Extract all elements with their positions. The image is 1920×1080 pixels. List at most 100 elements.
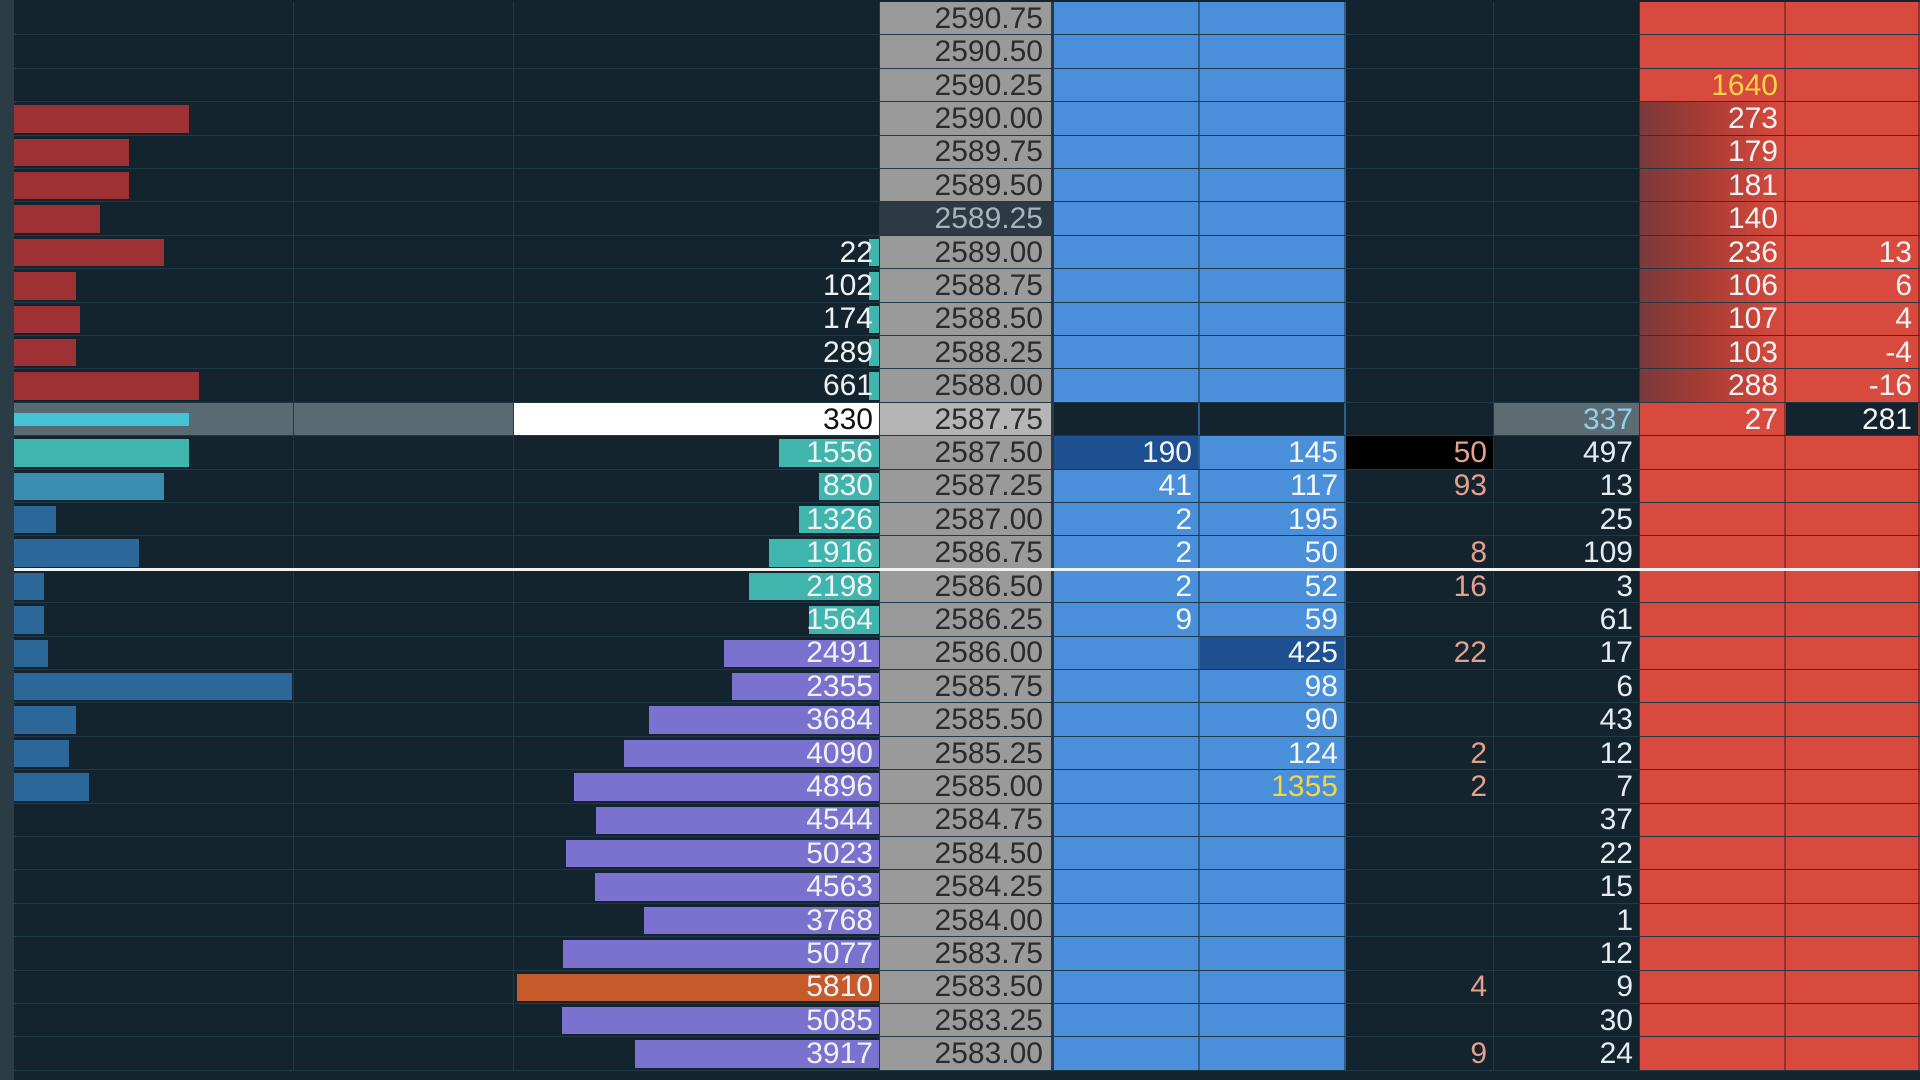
ask-size-value: 4 <box>1895 302 1912 336</box>
spacer-cell <box>294 703 514 737</box>
ladder-row[interactable]: 5810 2583.50 4 9 <box>14 970 1920 1005</box>
price-value: 2589.00 <box>934 235 1043 269</box>
ask-size-value: 281 <box>1861 402 1912 436</box>
price-cell: 2585.50 <box>880 703 1054 737</box>
ladder-row[interactable]: 289 2588.25 103 -4 <box>14 335 1920 370</box>
price-value: 2585.50 <box>934 703 1043 737</box>
ladder-row[interactable]: 4896 2585.00 1355 2 7 <box>14 769 1920 804</box>
ladder-row[interactable]: 1326 2587.00 2 195 25 <box>14 502 1920 537</box>
ask-cell <box>1640 670 1786 704</box>
ladder-row[interactable]: 2590.25 1640 <box>14 68 1920 103</box>
price-value: 2590.00 <box>934 101 1043 135</box>
trades-cell <box>1494 302 1640 336</box>
price-value: 2587.00 <box>934 502 1043 536</box>
ladder-row[interactable]: 3684 2585.50 90 43 <box>14 703 1920 738</box>
ladder-row[interactable]: 1556 2587.50 190 145 50 497 <box>14 436 1920 470</box>
trades-value: 25 <box>1599 502 1633 536</box>
volume-profile-cell: 2198 <box>514 570 880 604</box>
ladder-row[interactable]: 4090 2585.25 124 2 12 <box>14 736 1920 771</box>
price-cell: 2585.00 <box>880 770 1054 804</box>
price-cell: 2589.25 <box>880 202 1054 236</box>
ladder-row[interactable]: 1564 2586.25 9 59 61 <box>14 603 1920 637</box>
spacer-cell <box>294 870 514 904</box>
ladder-row[interactable]: 22 2589.00 236 13 <box>14 235 1920 270</box>
price-cell: 2586.50 <box>880 570 1054 604</box>
ladder-row[interactable]: 2491 2586.00 425 22 17 <box>14 636 1920 671</box>
trades-cell: 25 <box>1494 502 1640 537</box>
buy-volume-bar <box>14 506 56 534</box>
ladder-row[interactable]: 5085 2583.25 30 <box>14 1004 1920 1038</box>
trades-cell: 24 <box>1494 1037 1640 1071</box>
spacer-cell <box>294 2 514 36</box>
trades-cell: 37 <box>1494 803 1640 837</box>
ladder-row[interactable]: 2589.25 140 <box>14 202 1920 237</box>
ask-cell: 103 <box>1640 336 1786 370</box>
volume-profile-cell <box>514 169 880 203</box>
delta-cell <box>1346 603 1494 637</box>
volume-profile-cell <box>514 202 880 236</box>
bid-cell <box>1054 870 1200 904</box>
left-bar-cell <box>14 736 294 771</box>
ladder-row[interactable]: 102 2588.75 106 6 <box>14 269 1920 303</box>
trades-cell: 9 <box>1494 970 1640 1004</box>
ladder-row[interactable]: 2589.75 179 <box>14 135 1920 170</box>
ask-cell <box>1640 35 1786 69</box>
bid-cell <box>1054 402 1200 437</box>
ladder-row[interactable]: 2590.50 <box>14 35 1920 70</box>
spacer-cell <box>294 336 514 370</box>
ladder-row[interactable]: 830 2587.25 41 117 93 13 <box>14 469 1920 504</box>
bid-cell <box>1054 770 1200 804</box>
left-bar-cell <box>14 636 294 670</box>
bid-cell <box>1054 670 1200 704</box>
ladder-row[interactable]: 2590.00 273 <box>14 101 1920 136</box>
ladder-row[interactable]: 3768 2584.00 1 <box>14 904 1920 938</box>
price-value: 2587.25 <box>934 469 1043 503</box>
delta-cell <box>1346 703 1494 737</box>
volume-value: 289 <box>822 335 873 369</box>
ladder-row[interactable]: 330 2587.75 337 27 281 <box>14 402 1920 437</box>
ladder-row[interactable]: 1916 2586.75 2 50 8 109 <box>14 536 1920 571</box>
ladder-row[interactable]: 2589.50 181 <box>14 169 1920 203</box>
delta-cell <box>1346 670 1494 704</box>
left-bar-cell <box>14 269 294 303</box>
delta-value: 2 <box>1470 736 1487 770</box>
ladder-row[interactable]: 4544 2584.75 37 <box>14 803 1920 838</box>
left-bar-cell <box>14 135 294 169</box>
trades-cell: 6 <box>1494 670 1640 704</box>
ask-size-cell <box>1786 870 1920 904</box>
left-bar-cell <box>14 536 294 570</box>
ask-size-cell <box>1786 135 1920 169</box>
ask-size-value: 13 <box>1878 235 1912 269</box>
ladder-row[interactable]: 2198 2586.50 2 52 16 3 <box>14 570 1920 604</box>
buy-volume-bar <box>14 539 139 567</box>
bid-cell: 2 <box>1054 536 1200 570</box>
ladder-row[interactable]: 2590.75 <box>14 2 1920 36</box>
bid-size-cell <box>1200 202 1346 236</box>
price-cell: 2583.75 <box>880 937 1054 971</box>
ladder-row[interactable]: 3917 2583.00 9 24 <box>14 1037 1920 1072</box>
price-value: 2589.25 <box>934 202 1043 236</box>
ladder-row[interactable]: 5023 2584.50 22 <box>14 837 1920 871</box>
delta-cell: 2 <box>1346 770 1494 804</box>
spacer-cell <box>294 636 514 670</box>
spacer-cell <box>294 169 514 203</box>
volume-profile-bar <box>517 973 879 1001</box>
ladder-row[interactable]: 661 2588.00 288 -16 <box>14 369 1920 404</box>
volume-profile-bar <box>769 539 879 567</box>
ask-value: 179 <box>1727 135 1778 169</box>
left-bar-cell <box>14 436 294 470</box>
ladder-row[interactable]: 174 2588.50 107 4 <box>14 302 1920 337</box>
trades-value: 7 <box>1616 769 1633 803</box>
ask-size-cell <box>1786 1004 1920 1038</box>
volume-profile-cell: 1916 <box>514 536 880 570</box>
ask-cell <box>1640 703 1786 737</box>
ladder-row[interactable]: 2355 2585.75 98 6 <box>14 670 1920 704</box>
bid-cell <box>1054 68 1200 103</box>
bid-size-cell: 195 <box>1200 503 1346 537</box>
ladder-row[interactable]: 5077 2583.75 12 <box>14 937 1920 971</box>
sell-volume-bar <box>14 172 129 200</box>
ask-cell: 179 <box>1640 135 1786 169</box>
volume-profile-cell: 3917 <box>514 1037 880 1071</box>
ladder-row[interactable]: 4563 2584.25 15 <box>14 870 1920 905</box>
ask-cell <box>1640 870 1786 904</box>
